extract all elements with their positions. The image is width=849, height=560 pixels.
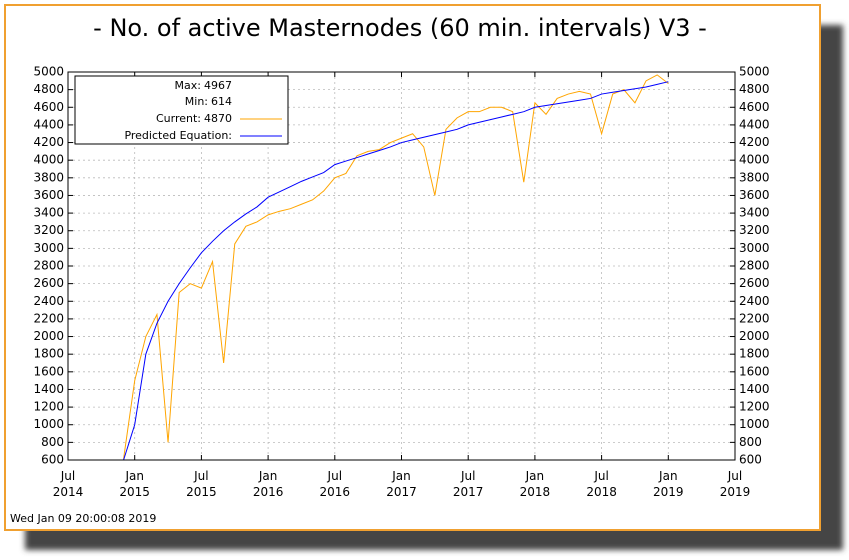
series-line	[123, 81, 669, 461]
y2-tick-label: 2200	[739, 311, 770, 325]
y2-tick-label: 2600	[739, 276, 770, 290]
x-tick-label: Jan 2019	[653, 469, 684, 499]
chart-title: - No. of active Masternodes (60 min. int…	[93, 14, 707, 42]
y2-tick-label: 3400	[739, 206, 770, 220]
x-tick-label: Jul 2016	[319, 469, 351, 499]
y2-tick-label: 3200	[739, 223, 770, 237]
x-tick-label: Jul 2017	[452, 469, 484, 499]
y-tick-label: 1600	[33, 364, 64, 378]
y-tick-label: 600	[41, 453, 64, 467]
y2-tick-label: 1800	[739, 347, 770, 361]
y2-tick-label: 1600	[739, 364, 770, 378]
y-tick-label: 2600	[33, 276, 64, 290]
y2-tick-label: 5000	[739, 65, 770, 79]
legend: Max: 4967 Min: 614 Current: 4870 Predicted …	[74, 75, 289, 145]
plot-border	[67, 71, 736, 461]
y-tick-label: 4800	[33, 82, 64, 96]
y2-tick-label: 1400	[739, 382, 770, 396]
y2-tick-label: 2000	[739, 329, 770, 343]
y2-tick-label: 4600	[739, 100, 770, 114]
x-tick-label: Jan 2017	[386, 469, 417, 499]
stat-value: 4967	[204, 79, 232, 92]
y-tick-label: 5000	[33, 65, 64, 79]
y2-tick-label: 800	[739, 435, 762, 449]
legend-current: Current: 4870	[156, 112, 232, 125]
y-tick-label: 1200	[33, 400, 64, 414]
legend-label: Predicted Equation:	[124, 129, 232, 142]
x-tick-label: Jan 2016	[252, 469, 284, 499]
stat-label: Max:	[175, 79, 201, 92]
x-tick-label: Jul 2019	[719, 469, 751, 499]
legend-min: Min: 614	[185, 95, 232, 108]
stat-value: 614	[211, 95, 232, 108]
y-tick-label: 3600	[33, 188, 64, 202]
y2-tick-label: 1200	[739, 400, 770, 414]
y-tick-label: 2800	[33, 259, 64, 273]
y-tick-label: 4200	[33, 135, 64, 149]
y-tick-label: 2200	[33, 311, 64, 325]
stat-label: Min:	[185, 95, 208, 108]
y-tick-label: 800	[41, 435, 64, 449]
y-tick-label: 3800	[33, 170, 64, 184]
x-tick-label: Jan 2018	[519, 469, 551, 499]
y-tick-label: 1400	[33, 382, 64, 396]
y2-tick-label: 2400	[739, 294, 770, 308]
y-tick-label: 1800	[33, 347, 64, 361]
series-line	[123, 74, 669, 459]
y-tick-label: 3000	[33, 241, 64, 255]
current-value: 4870	[204, 112, 232, 125]
legend-box	[74, 75, 289, 145]
y2-tick-label: 2800	[739, 259, 770, 273]
y-tick-label: 4600	[33, 100, 64, 114]
y-tick-label: 1000	[33, 417, 64, 431]
y-tick-label: 3200	[33, 223, 64, 237]
y2-tick-label: 600	[739, 453, 762, 467]
y2-tick-label: 3600	[739, 188, 770, 202]
x-tick-label: Jul 2015	[186, 469, 217, 499]
x-tick-label: Jul 2018	[586, 469, 617, 499]
y-tick-label: 3400	[33, 206, 64, 220]
y-tick-label: 4000	[33, 153, 64, 167]
y2-tick-label: 3800	[739, 170, 770, 184]
legend-label: Current:	[156, 112, 201, 125]
y2-tick-label: 4400	[739, 117, 770, 131]
y-tick-label: 4400	[33, 117, 64, 131]
y2-tick-label: 4200	[739, 135, 770, 149]
x-tick-label: Jul 2014	[52, 469, 84, 499]
y2-tick-label: 3000	[739, 241, 770, 255]
y-tick-label: 2400	[33, 294, 64, 308]
x-tick-label: Jan 2015	[119, 469, 150, 499]
legend-max: Max: 4967	[175, 79, 232, 92]
y2-tick-label: 1000	[739, 417, 770, 431]
y2-tick-label: 4000	[739, 153, 770, 167]
y2-tick-label: 4800	[739, 82, 770, 96]
timestamp: Wed Jan 09 20:00:08 2019	[10, 512, 156, 525]
y-tick-label: 2000	[33, 329, 64, 343]
